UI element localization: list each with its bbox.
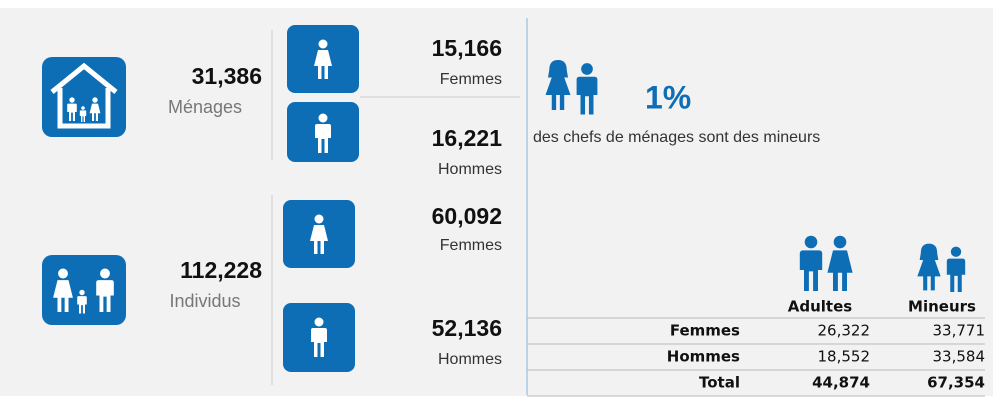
minor-text: des chefs de ménages sont des mineurs: [533, 129, 820, 146]
households-total: 31,386: [192, 63, 262, 89]
row-label: Hommes: [667, 348, 740, 366]
table-cell: 33,771: [933, 322, 986, 340]
table-cell: 33,584: [933, 348, 986, 366]
individuals-women-label: Femmes: [440, 237, 502, 254]
house-icon: [42, 57, 126, 137]
individuals-label: Individus: [169, 291, 240, 311]
row-label: Total: [699, 374, 740, 392]
house-shape: [50, 62, 118, 129]
households-label: Ménages: [168, 97, 242, 117]
table-cell: 18,552: [818, 348, 871, 366]
table-cell: 67,354: [927, 374, 985, 392]
households-men: 16,221: [432, 125, 503, 151]
households-women: 15,166: [432, 35, 502, 61]
background: [0, 8, 993, 396]
individuals-women: 60,092: [432, 203, 502, 229]
individuals-men-label: Hommes: [438, 351, 502, 368]
table-cell: 44,874: [812, 374, 870, 392]
households-women-label: Femmes: [440, 71, 502, 88]
individuals-total: 112,228: [180, 257, 262, 283]
households-men-label: Hommes: [438, 161, 502, 178]
table-header: Mineurs: [908, 298, 976, 316]
table-cell: 26,322: [818, 322, 871, 340]
table-header: Adultes: [788, 298, 853, 316]
individuals-men: 52,136: [432, 315, 502, 341]
row-label: Femmes: [670, 322, 740, 340]
minor-percent: 1%: [645, 79, 691, 115]
